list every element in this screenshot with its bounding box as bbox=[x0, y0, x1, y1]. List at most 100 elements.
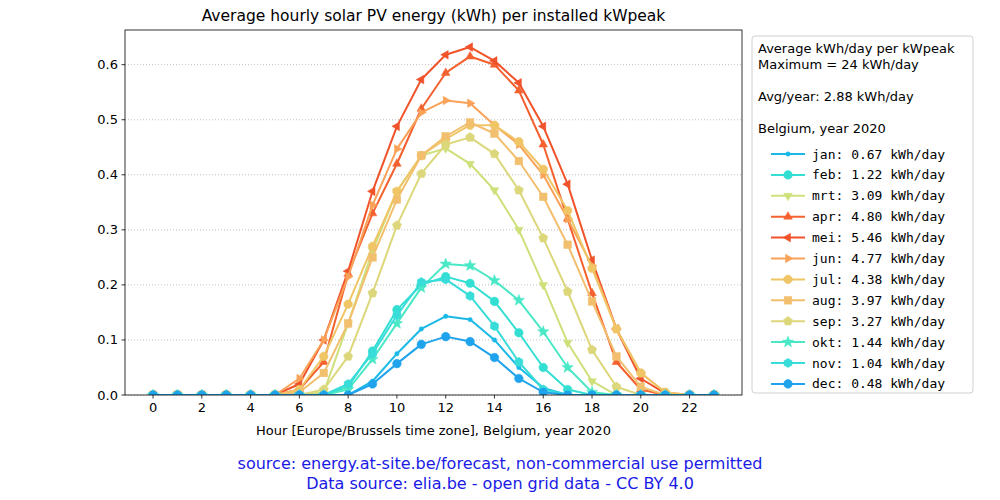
data-point bbox=[612, 391, 621, 395]
series-line bbox=[153, 56, 714, 395]
data-point bbox=[149, 391, 157, 395]
data-point bbox=[270, 390, 279, 395]
data-point bbox=[297, 374, 305, 383]
data-point bbox=[490, 297, 499, 306]
data-point bbox=[271, 391, 280, 395]
data-point bbox=[417, 151, 425, 159]
data-point bbox=[514, 185, 523, 194]
data-point bbox=[173, 390, 181, 395]
series-line bbox=[153, 47, 714, 395]
legend-marker bbox=[784, 358, 792, 367]
legend-label: mrt: 3.09 kWh/day bbox=[812, 188, 945, 203]
data-point bbox=[392, 221, 401, 230]
legend-label: jun: 4.77 kWh/day bbox=[812, 251, 945, 266]
x-tick-label: 18 bbox=[584, 400, 601, 415]
data-point bbox=[198, 391, 207, 395]
data-point bbox=[466, 291, 474, 300]
x-tick bbox=[153, 395, 154, 399]
legend-marker bbox=[786, 152, 790, 156]
data-point bbox=[539, 233, 548, 242]
data-point bbox=[394, 145, 402, 154]
data-point bbox=[612, 325, 620, 333]
data-point bbox=[710, 390, 718, 395]
data-point bbox=[466, 337, 475, 346]
data-point bbox=[686, 390, 694, 395]
data-point bbox=[417, 340, 426, 349]
data-point bbox=[490, 322, 498, 331]
data-point bbox=[246, 391, 255, 395]
legend-title: Belgium, year 2020 bbox=[758, 121, 886, 136]
x-tick bbox=[543, 395, 544, 399]
series-line bbox=[153, 137, 714, 395]
data-point bbox=[465, 43, 473, 52]
data-point bbox=[710, 391, 718, 395]
data-point bbox=[269, 389, 280, 395]
data-point bbox=[661, 391, 669, 395]
data-point bbox=[637, 369, 645, 377]
data-point bbox=[661, 390, 669, 395]
series-line bbox=[153, 337, 714, 395]
grid-line bbox=[125, 119, 742, 120]
data-point bbox=[318, 389, 329, 395]
data-point bbox=[611, 389, 622, 395]
grid-line bbox=[125, 174, 742, 175]
data-point bbox=[637, 390, 645, 395]
legend-marker bbox=[784, 212, 793, 220]
data-point bbox=[563, 391, 572, 395]
data-point bbox=[173, 391, 182, 395]
x-tick-label: 2 bbox=[198, 400, 206, 415]
data-point bbox=[514, 79, 522, 88]
data-point bbox=[416, 75, 424, 84]
legend-label: jul: 4.38 kWh/day bbox=[812, 272, 945, 287]
data-point bbox=[563, 180, 571, 189]
legend-label: apr: 4.80 kWh/day bbox=[812, 209, 945, 224]
legend-marker bbox=[784, 275, 792, 283]
x-tick-label: 0 bbox=[149, 400, 157, 415]
data-point bbox=[149, 390, 157, 395]
data-point bbox=[492, 338, 496, 342]
data-point bbox=[222, 390, 230, 395]
x-tick bbox=[299, 395, 300, 399]
x-tick bbox=[640, 395, 641, 399]
data-point bbox=[393, 159, 402, 167]
data-point bbox=[613, 353, 621, 361]
grid-line bbox=[125, 229, 742, 230]
title: Average hourly solar PV energy (kWh) per… bbox=[202, 7, 666, 25]
data-point bbox=[466, 119, 474, 127]
data-point bbox=[222, 390, 231, 395]
data-point bbox=[513, 294, 524, 305]
data-point bbox=[661, 391, 670, 395]
data-point bbox=[148, 390, 157, 395]
y-tick-label: 0.6 bbox=[97, 57, 118, 72]
legend-title: Avg/year: 2.88 kWh/day bbox=[758, 89, 914, 104]
x-tick bbox=[348, 395, 349, 399]
data-point bbox=[588, 264, 596, 272]
data-point bbox=[490, 149, 499, 158]
data-point bbox=[369, 254, 377, 262]
data-point bbox=[173, 390, 182, 395]
data-point bbox=[659, 389, 670, 395]
data-point bbox=[539, 363, 548, 372]
legend-marker bbox=[786, 254, 794, 263]
background bbox=[0, 0, 1000, 500]
y-tick bbox=[122, 284, 126, 285]
legend-marker bbox=[784, 380, 793, 389]
data-point bbox=[441, 332, 450, 341]
data-point bbox=[197, 390, 206, 395]
data-point bbox=[515, 227, 524, 235]
data-point bbox=[710, 391, 719, 395]
data-point bbox=[344, 320, 352, 328]
data-point bbox=[271, 391, 279, 395]
legend-title: Maximum = 24 kWh/day bbox=[758, 57, 919, 72]
x-tick bbox=[494, 395, 495, 399]
data-point bbox=[393, 196, 401, 204]
data-point bbox=[368, 288, 377, 297]
data-point bbox=[539, 140, 548, 148]
y-tick bbox=[122, 229, 126, 230]
data-point bbox=[198, 391, 207, 395]
data-point bbox=[271, 391, 279, 395]
data-point bbox=[636, 390, 645, 395]
x-tick-label: 4 bbox=[246, 400, 254, 415]
data-point bbox=[686, 391, 694, 395]
x-tick-label: 6 bbox=[295, 400, 303, 415]
